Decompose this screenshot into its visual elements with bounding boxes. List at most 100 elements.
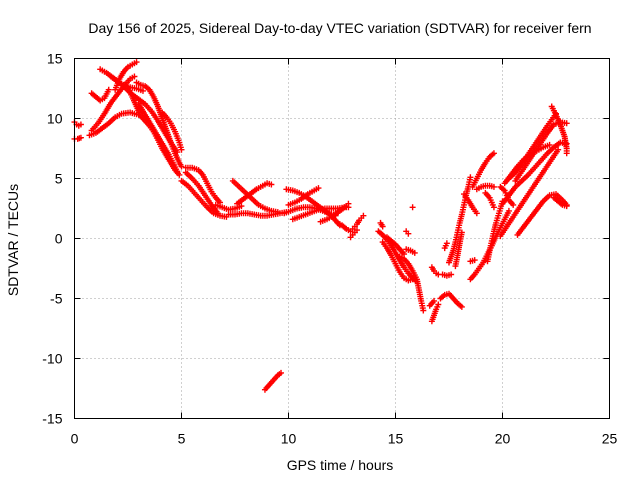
series-arc-56 bbox=[505, 110, 559, 182]
data-point bbox=[268, 181, 275, 188]
data-point bbox=[555, 146, 562, 153]
series-arc-11 bbox=[135, 101, 181, 175]
data-point bbox=[139, 87, 146, 94]
data-point bbox=[546, 141, 553, 148]
data-point bbox=[510, 201, 517, 208]
grid-lines bbox=[74, 58, 610, 419]
data-point bbox=[360, 212, 367, 219]
data-point bbox=[448, 271, 455, 278]
data-point bbox=[178, 163, 185, 170]
series-arc-47 bbox=[460, 191, 480, 217]
data-point bbox=[238, 203, 245, 210]
y-tick-label: 5 bbox=[55, 171, 63, 187]
series-arc-40 bbox=[437, 290, 465, 310]
data-point bbox=[133, 59, 140, 66]
data-point bbox=[563, 203, 570, 210]
data-point bbox=[563, 150, 570, 157]
data-point bbox=[77, 121, 84, 128]
x-tick-label: 25 bbox=[602, 431, 618, 447]
series-arc-08 bbox=[112, 59, 140, 93]
series-arc-23 bbox=[285, 185, 322, 208]
series-arc-32 bbox=[383, 234, 408, 258]
series-arc-38 bbox=[426, 297, 438, 309]
series-arc-22 bbox=[283, 186, 343, 229]
series-arc-27 bbox=[349, 212, 367, 232]
data-point bbox=[214, 210, 221, 217]
data-point bbox=[379, 223, 386, 230]
series-arc-15 bbox=[182, 169, 221, 217]
x-tick-label: 5 bbox=[178, 431, 186, 447]
x-axis-label: GPS time / hours bbox=[287, 457, 394, 473]
data-point bbox=[178, 146, 185, 153]
series-arc-50 bbox=[482, 189, 497, 211]
y-tick-label: 15 bbox=[47, 51, 63, 67]
series-arc-14 bbox=[178, 177, 230, 220]
series-arc-20 bbox=[261, 369, 285, 393]
series-arc-34 bbox=[403, 246, 418, 256]
series-arc-53 bbox=[497, 146, 562, 240]
series-arc-35 bbox=[403, 228, 412, 237]
x-tick-label: 10 bbox=[281, 431, 297, 447]
series-arc-42 bbox=[441, 240, 450, 252]
chart-title: Day 156 of 2025, Sidereal Day-to-day VTE… bbox=[88, 20, 591, 36]
data-point bbox=[505, 207, 512, 214]
series-arc-31 bbox=[379, 239, 416, 284]
series-arc-25 bbox=[317, 200, 352, 225]
data-point bbox=[443, 240, 450, 247]
series-arc-37 bbox=[428, 301, 442, 325]
data-point bbox=[431, 297, 438, 304]
data-point bbox=[174, 168, 181, 175]
series-arc-54 bbox=[499, 139, 570, 207]
data-point bbox=[105, 86, 112, 93]
series-arc-46 bbox=[467, 257, 478, 265]
series-arc-18 bbox=[234, 180, 275, 207]
x-tick-label: 20 bbox=[495, 431, 511, 447]
data-point bbox=[490, 150, 497, 157]
data-point bbox=[345, 200, 352, 207]
y-axis-label: SDTVAR / TECUs bbox=[5, 184, 21, 296]
data-point bbox=[77, 134, 84, 141]
series-arc-44 bbox=[452, 229, 465, 270]
data-point bbox=[458, 303, 465, 310]
series-arc-03 bbox=[86, 109, 142, 139]
y-tick-label: 10 bbox=[47, 111, 63, 127]
series-arc-33 bbox=[396, 253, 427, 314]
data-point bbox=[131, 73, 138, 80]
series-arc-13 bbox=[182, 164, 224, 206]
series-arc-36 bbox=[409, 204, 416, 211]
y-tick-label: -5 bbox=[50, 291, 63, 307]
series-arc-49 bbox=[473, 182, 497, 193]
data-point bbox=[353, 227, 360, 234]
series-arc-59 bbox=[548, 103, 570, 157]
data-point bbox=[409, 204, 416, 211]
data-point bbox=[490, 183, 497, 190]
series-arc-29 bbox=[377, 219, 386, 230]
series-arc-60 bbox=[550, 194, 570, 210]
x-tick-label: 0 bbox=[71, 431, 79, 447]
series-arc-10 bbox=[133, 79, 185, 170]
data-point bbox=[467, 174, 474, 181]
y-tick-label: -10 bbox=[42, 351, 62, 367]
data-point bbox=[420, 307, 427, 314]
data-point bbox=[405, 230, 412, 237]
data-point bbox=[490, 204, 497, 211]
data-point bbox=[473, 210, 480, 217]
data-point bbox=[411, 249, 418, 256]
y-tick-label: 0 bbox=[55, 231, 63, 247]
series-arc-12 bbox=[159, 109, 185, 153]
data-points bbox=[71, 59, 570, 393]
data-point bbox=[458, 229, 465, 236]
data-point bbox=[315, 185, 322, 192]
data-point bbox=[176, 171, 183, 178]
axis-ticks: 0 5 10 15 20 25 15 10 5 0 -5 -10 -15 bbox=[42, 51, 617, 447]
y-tick-label: -15 bbox=[42, 411, 62, 427]
series-arc-48 bbox=[469, 150, 497, 190]
series-arc-05 bbox=[88, 86, 112, 104]
series-arc-52 bbox=[497, 183, 517, 208]
series-arc-51 bbox=[484, 198, 506, 265]
data-point bbox=[471, 257, 478, 264]
series-arc-41 bbox=[439, 271, 455, 279]
series-arc-57 bbox=[512, 119, 570, 184]
